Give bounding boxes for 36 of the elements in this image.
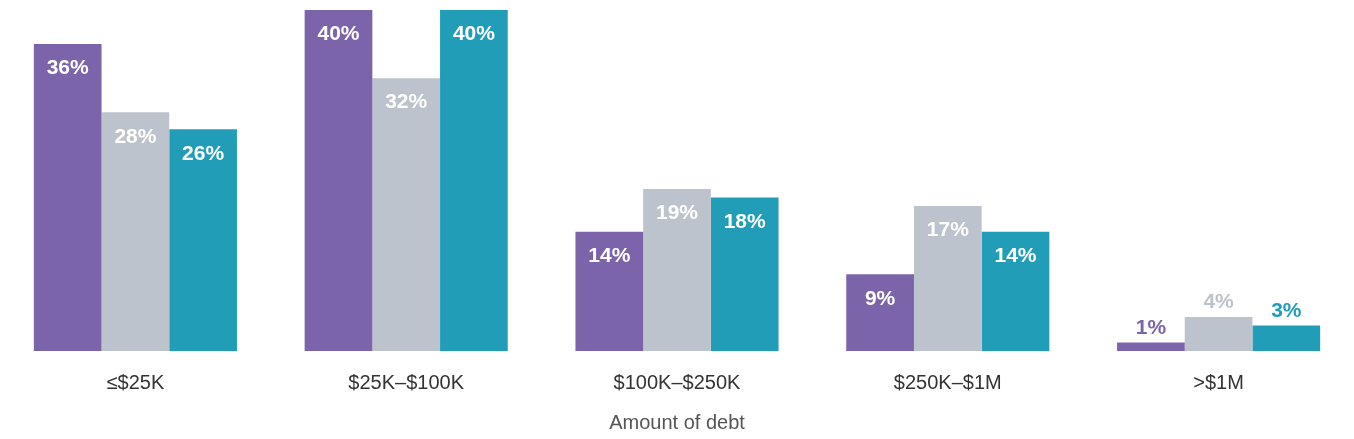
data-label: 40% [452,21,496,45]
bar [440,10,508,351]
bar [981,231,1050,351]
bar [575,231,644,351]
data-label: 17% [926,217,970,241]
bar [1184,316,1253,351]
bar [913,206,982,351]
data-label: 3% [1271,297,1302,321]
data-label: 18% [723,208,767,232]
bar [101,112,170,351]
bar [33,44,102,351]
x-tick-label: ≤$25K [106,370,165,393]
data-label: 36% [46,55,90,79]
data-label: 14% [588,242,631,266]
data-label: 19% [655,200,699,224]
x-tick-label: >$1M [1193,370,1244,393]
data-label: 1% [1135,314,1167,338]
bar [1252,325,1321,351]
data-label: 26% [182,140,225,164]
x-tick-label: $25K–$100K [348,370,465,393]
bar [169,129,237,351]
x-axis-title: Amount of debt [609,410,746,433]
bar [710,197,779,351]
data-label: 32% [385,89,428,113]
bar [846,274,914,351]
data-label: 9% [864,285,896,309]
data-label: 40% [317,21,360,45]
bar [643,189,711,351]
bar [372,78,441,351]
x-tick-label: $100K–$250K [613,370,742,393]
data-label: 4% [1203,289,1235,313]
data-label: 14% [994,242,1037,266]
bar [304,10,373,351]
data-label: 28% [114,123,157,147]
x-tick-label: $250K–$1M [893,370,1002,393]
bar [1117,342,1185,351]
